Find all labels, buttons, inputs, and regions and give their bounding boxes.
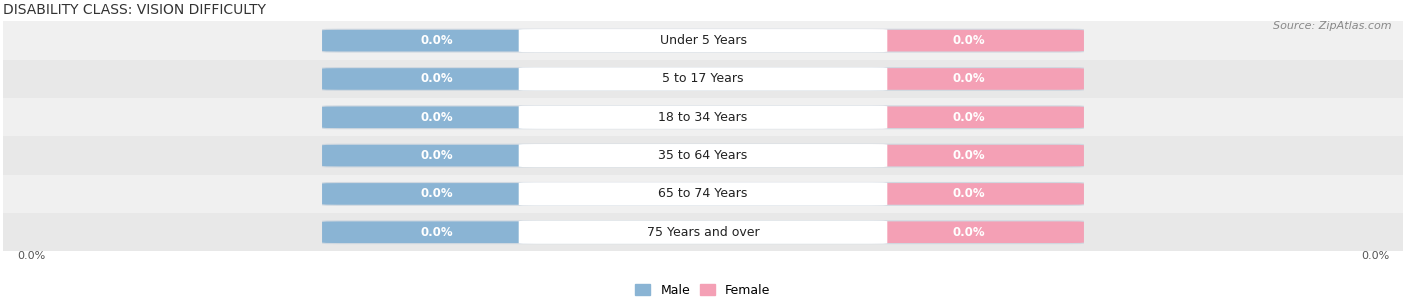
Text: Source: ZipAtlas.com: Source: ZipAtlas.com (1274, 21, 1392, 32)
FancyBboxPatch shape (322, 182, 1084, 206)
FancyBboxPatch shape (322, 183, 553, 205)
Text: 0.0%: 0.0% (952, 111, 986, 124)
FancyBboxPatch shape (853, 145, 1084, 166)
Text: 0.0%: 0.0% (952, 73, 986, 85)
FancyBboxPatch shape (3, 98, 1403, 136)
FancyBboxPatch shape (322, 68, 553, 90)
FancyBboxPatch shape (853, 106, 1084, 128)
Text: 0.0%: 0.0% (952, 187, 986, 200)
Text: 35 to 64 Years: 35 to 64 Years (658, 149, 748, 162)
Text: 0.0%: 0.0% (420, 34, 454, 47)
FancyBboxPatch shape (3, 21, 1403, 60)
Text: 0.0%: 0.0% (420, 226, 454, 239)
FancyBboxPatch shape (322, 145, 553, 166)
FancyBboxPatch shape (322, 67, 1084, 91)
FancyBboxPatch shape (519, 144, 887, 167)
Text: 0.0%: 0.0% (1361, 252, 1389, 261)
Text: DISABILITY CLASS: VISION DIFFICULTY: DISABILITY CLASS: VISION DIFFICULTY (3, 3, 266, 17)
FancyBboxPatch shape (853, 30, 1084, 51)
FancyBboxPatch shape (3, 213, 1403, 252)
Text: 0.0%: 0.0% (952, 34, 986, 47)
Legend: Male, Female: Male, Female (630, 279, 776, 302)
Text: 5 to 17 Years: 5 to 17 Years (662, 73, 744, 85)
Text: 0.0%: 0.0% (420, 187, 454, 200)
Text: Under 5 Years: Under 5 Years (659, 34, 747, 47)
FancyBboxPatch shape (519, 67, 887, 91)
FancyBboxPatch shape (519, 221, 887, 244)
Text: 0.0%: 0.0% (952, 149, 986, 162)
FancyBboxPatch shape (853, 183, 1084, 205)
FancyBboxPatch shape (322, 30, 553, 51)
FancyBboxPatch shape (322, 220, 1084, 244)
FancyBboxPatch shape (519, 29, 887, 52)
FancyBboxPatch shape (3, 136, 1403, 175)
FancyBboxPatch shape (3, 60, 1403, 98)
FancyBboxPatch shape (853, 68, 1084, 90)
FancyBboxPatch shape (853, 222, 1084, 243)
Text: 75 Years and over: 75 Years and over (647, 226, 759, 239)
Text: 0.0%: 0.0% (420, 73, 454, 85)
FancyBboxPatch shape (322, 106, 553, 128)
FancyBboxPatch shape (322, 222, 553, 243)
FancyBboxPatch shape (519, 182, 887, 206)
FancyBboxPatch shape (322, 144, 1084, 168)
Text: 0.0%: 0.0% (420, 149, 454, 162)
Text: 0.0%: 0.0% (17, 252, 45, 261)
Text: 65 to 74 Years: 65 to 74 Years (658, 187, 748, 200)
FancyBboxPatch shape (519, 106, 887, 129)
Text: 18 to 34 Years: 18 to 34 Years (658, 111, 748, 124)
Text: 0.0%: 0.0% (952, 226, 986, 239)
FancyBboxPatch shape (322, 105, 1084, 129)
FancyBboxPatch shape (3, 175, 1403, 213)
FancyBboxPatch shape (322, 29, 1084, 53)
Text: 0.0%: 0.0% (420, 111, 454, 124)
